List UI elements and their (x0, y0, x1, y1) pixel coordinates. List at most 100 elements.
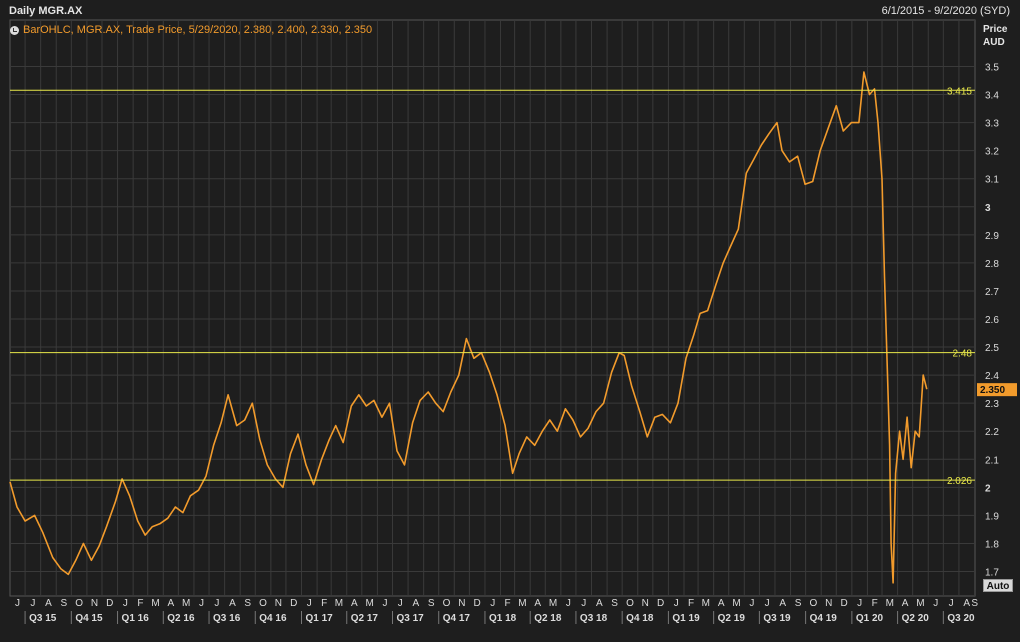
reference-line-label: 2.48 (953, 349, 973, 360)
y-tick-label: 2.3 (985, 399, 999, 410)
x-tick-month: F (872, 598, 878, 609)
x-tick-month: S (611, 598, 618, 609)
x-tick-month: M (151, 598, 159, 609)
y-tick-label: 2.6 (985, 315, 999, 326)
x-tick-month: S (60, 598, 67, 609)
x-tick-month: J (949, 598, 954, 609)
legend: BarOHLC, MGR.AX, Trade Price, 5/29/2020,… (10, 24, 372, 36)
x-tick-month: D (657, 598, 664, 609)
y-tick-label: 3.4 (985, 91, 999, 102)
y-tick-label: 2 (985, 483, 991, 494)
x-tick-month: D (474, 598, 481, 609)
x-tick-month: D (840, 598, 847, 609)
y-tick-label: 1.9 (985, 511, 999, 522)
x-tick-month: D (106, 598, 113, 609)
date-range: 6/1/2015 - 9/2/2020 (SYD) (881, 5, 1010, 17)
x-tick-month: M (916, 598, 924, 609)
x-tick-quarter: Q3 20 (947, 613, 975, 624)
x-tick-month: A (718, 598, 725, 609)
x-tick-month: M (549, 598, 557, 609)
reference-line-label: 2.026 (947, 476, 972, 487)
x-tick-quarter: Q4 17 (443, 613, 471, 624)
y-tick-label: 3.3 (985, 119, 999, 130)
last-price-badge (977, 383, 1017, 397)
last-price-label: 2.350 (980, 385, 1005, 396)
x-tick-month: J (214, 598, 219, 609)
y-tick-label: 3.1 (985, 175, 999, 186)
x-tick-quarter: Q1 19 (672, 613, 700, 624)
legend-text: BarOHLC, MGR.AX, Trade Price, 5/29/2020,… (23, 24, 373, 36)
y-tick-label: 3.2 (985, 147, 999, 158)
x-tick-month: J (123, 598, 128, 609)
x-tick-month: N (458, 598, 465, 609)
x-tick-month: S (428, 598, 435, 609)
x-tick-month: J (674, 598, 679, 609)
x-tick-month: N (275, 598, 282, 609)
y-tick-label: 2.7 (985, 287, 999, 298)
x-tick-quarter: Q4 18 (626, 613, 654, 624)
y-tick-label: 3.5 (985, 62, 999, 73)
x-tick-month: J (749, 598, 754, 609)
x-tick-month: N (642, 598, 649, 609)
x-tick-month: A (413, 598, 420, 609)
x-tick-month: J (30, 598, 35, 609)
x-tick-quarter: Q2 17 (351, 613, 379, 624)
x-tick-month: J (857, 598, 862, 609)
x-tick-month: O (443, 598, 451, 609)
y-tick-label: 2.9 (985, 231, 999, 242)
x-tick-month: A (963, 598, 970, 609)
x-tick-quarter: Q2 19 (718, 613, 746, 624)
x-tick-month: A (45, 598, 52, 609)
x-tick-month: O (259, 598, 267, 609)
y-tick-label: 3 (985, 203, 991, 214)
x-tick-quarter: Q4 16 (259, 613, 287, 624)
x-tick-quarter: Q3 17 (396, 613, 424, 624)
y-tick-label: 2.2 (985, 427, 999, 438)
x-tick-month: S (795, 598, 802, 609)
x-tick-month: J (490, 598, 495, 609)
x-tick-quarter: Q1 16 (122, 613, 150, 624)
x-tick-month: D (290, 598, 297, 609)
x-tick-month: J (398, 598, 403, 609)
chart-title: Daily MGR.AX (9, 5, 83, 17)
x-tick-month: A (351, 598, 358, 609)
x-tick-month: J (382, 598, 387, 609)
x-tick-quarter: Q3 19 (763, 613, 791, 624)
x-tick-month: J (933, 598, 938, 609)
x-tick-quarter: Q1 17 (306, 613, 334, 624)
y-tick-label: 2.8 (985, 259, 999, 270)
price-series-line (9, 71, 928, 584)
x-tick-month: M (335, 598, 343, 609)
x-tick-month: A (167, 598, 174, 609)
x-tick-month: M (518, 598, 526, 609)
x-tick-quarter: Q3 16 (213, 613, 241, 624)
x-tick-month: F (321, 598, 327, 609)
x-tick-month: A (534, 598, 541, 609)
x-tick-quarter: Q2 20 (902, 613, 930, 624)
axis-title-price: Price (983, 24, 1008, 35)
x-tick-month: M (732, 598, 740, 609)
x-tick-month: J (765, 598, 770, 609)
x-tick-month: M (702, 598, 710, 609)
x-tick-month: J (566, 598, 571, 609)
axis-title-currency: AUD (983, 37, 1005, 48)
x-tick-quarter: Q4 19 (810, 613, 838, 624)
x-tick-month: A (229, 598, 236, 609)
x-tick-quarter: Q3 15 (29, 613, 57, 624)
legend-toggle-icon[interactable] (10, 25, 19, 35)
x-tick-month: O (75, 598, 83, 609)
y-tick-label: 2.4 (985, 371, 999, 382)
x-tick-month: O (626, 598, 634, 609)
x-tick-month: S (971, 598, 978, 609)
x-tick-month: A (902, 598, 909, 609)
x-tick-month: N (91, 598, 98, 609)
x-tick-quarter: Q2 16 (167, 613, 195, 624)
x-tick-month: M (365, 598, 373, 609)
auto-scale-button[interactable]: Auto (983, 579, 1013, 592)
plot-area (9, 19, 976, 597)
x-tick-month: J (581, 598, 586, 609)
x-tick-quarter: Q1 18 (489, 613, 517, 624)
y-tick-label: 1.7 (985, 568, 999, 579)
x-tick-quarter: Q4 15 (75, 613, 103, 624)
